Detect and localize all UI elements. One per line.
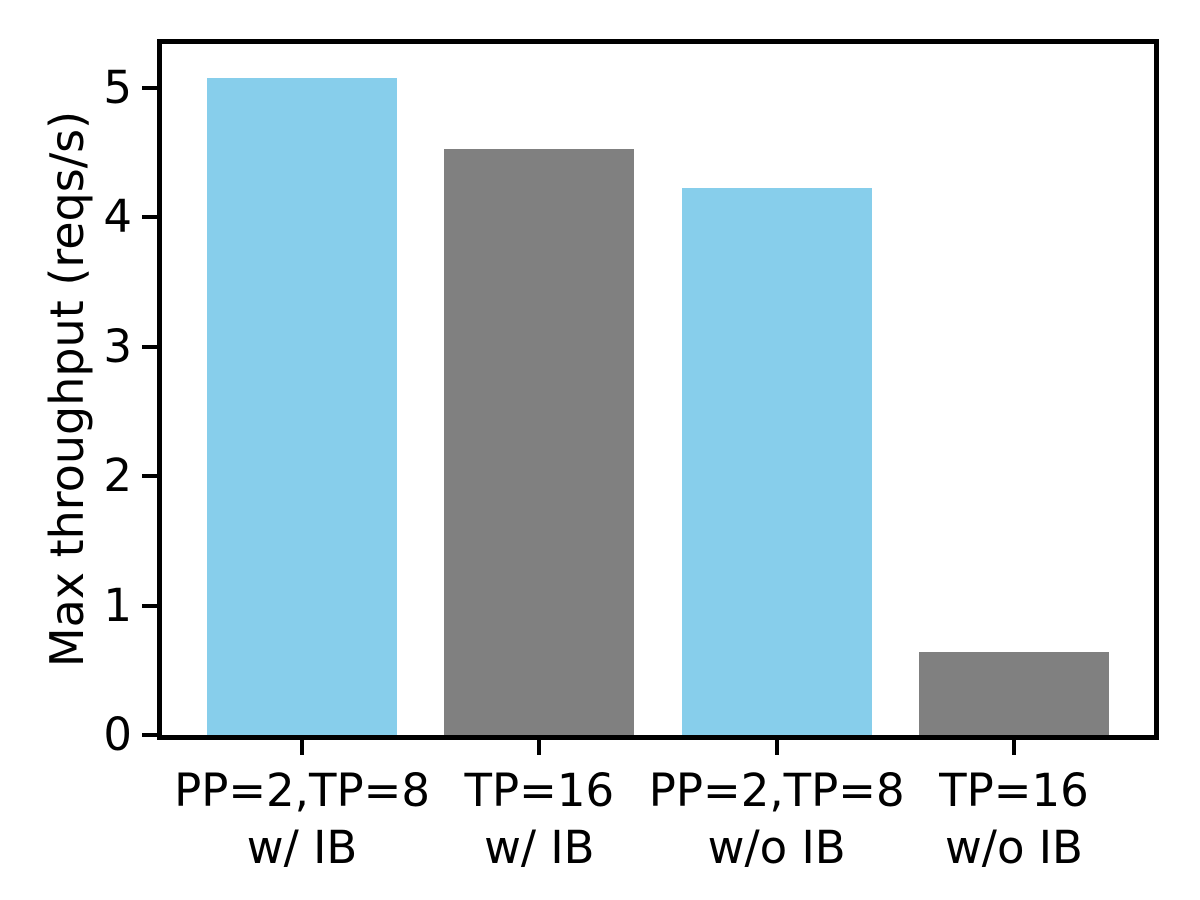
x-tick-mark-1 — [537, 740, 542, 755]
bar-PP=2,TP=8 w/o IB — [681, 187, 872, 735]
plot-area — [157, 39, 1159, 740]
y-tick-mark-1 — [142, 603, 157, 608]
x-tick-label-line: PP=2,TP=8 — [174, 764, 430, 817]
x-tick-mark-2 — [774, 740, 779, 755]
x-tick-label-2: PP=2,TP=8 w/o IB — [617, 762, 937, 876]
y-tick-label-2: 2 — [103, 449, 132, 503]
x-tick-label-line: TP=16 — [464, 764, 615, 817]
y-axis-label: Max throughput (reqs/s) — [40, 110, 94, 668]
x-tick-label-line: TP=16 — [939, 764, 1089, 817]
y-tick-label-0: 0 — [103, 708, 132, 761]
y-tick-mark-4 — [142, 215, 157, 220]
bar-PP=2,TP=8 w/ IB — [207, 77, 397, 735]
x-tick-label-line: w/o IB — [944, 821, 1083, 874]
x-tick-label-line: PP=2,TP=8 — [648, 764, 905, 817]
x-tick-mark-3 — [1011, 740, 1016, 755]
y-tick-mark-3 — [142, 344, 157, 349]
x-tick-mark-0 — [300, 740, 305, 755]
x-tick-label-1: TP=16 w/ IB — [379, 762, 699, 876]
y-tick-label-5: 5 — [103, 60, 132, 114]
bar-TP=16 w/o IB — [919, 652, 1109, 735]
x-tick-label-0: PP=2,TP=8 w/ IB — [142, 762, 462, 876]
x-tick-label-line: w/ IB — [246, 821, 358, 874]
x-tick-label-3: TP=16 w/o IB — [854, 762, 1174, 876]
y-tick-label-1: 1 — [103, 578, 132, 632]
y-tick-label-4: 4 — [103, 190, 132, 244]
y-tick-mark-5 — [142, 85, 157, 90]
x-tick-label-line: w/o IB — [707, 821, 846, 874]
x-tick-label-line: w/ IB — [484, 821, 595, 874]
y-tick-mark-2 — [142, 474, 157, 479]
bar-TP=16 w/ IB — [444, 148, 635, 735]
y-tick-label-3: 3 — [103, 319, 132, 373]
y-tick-mark-0 — [142, 733, 157, 737]
